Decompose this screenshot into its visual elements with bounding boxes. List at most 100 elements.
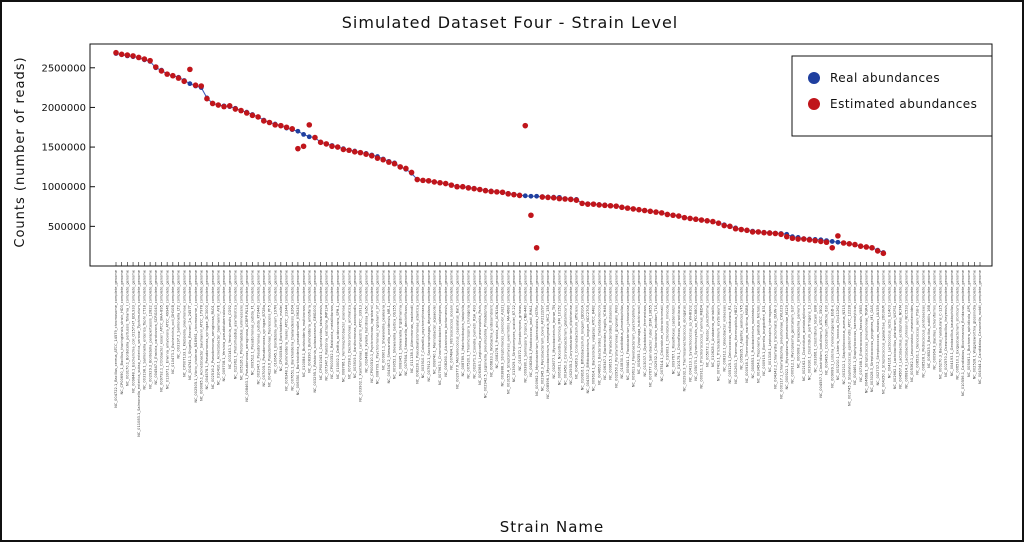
estimated-abundance-point — [732, 225, 739, 232]
estimated-abundance-point — [664, 211, 671, 218]
estimated-abundance-point — [823, 239, 830, 246]
estimated-abundance-point — [533, 244, 540, 251]
estimated-abundance-point — [528, 212, 534, 219]
x-category-label: NC_004116.1_Lactococcus_lactis_IL1403_co… — [887, 269, 891, 378]
x-category-label: NC_000962.3_Mycobacterium_tuberculosis_H… — [535, 269, 539, 396]
real-abundance-point — [522, 193, 528, 199]
legend: Real abundances Estimated abundances — [791, 55, 993, 137]
x-category-label: NC_003910.7_Colwellia_psychrerythraea_co… — [421, 269, 425, 378]
estimated-abundance-point — [124, 52, 131, 58]
x-category-label: NC_009767.1_Roseiflexus_castenholzii_com… — [671, 269, 675, 374]
plot-area — [89, 43, 993, 267]
estimated-abundance-point — [840, 240, 847, 246]
x-category-label: NC_007168.1_Enterococcus_faecalis_V583_c… — [859, 269, 863, 381]
x-category-label: NC_003919.1_Xanthomonas_axonopodis_compl… — [353, 269, 357, 378]
x-category-label: NC_002929.2_Bordetella_parapertussis_128… — [148, 269, 152, 389]
estimated-abundance-point — [175, 75, 182, 81]
x-category-label: NC_003197.2_Salmonella_LT2_complete_geno… — [177, 269, 181, 358]
x-category-label: NC_008596.1_Mycobacterium_smegmatis_MC2_… — [546, 269, 550, 399]
estimated-abundance-point — [420, 177, 426, 184]
x-category-label: NC_000117.1_Chlamydophila_pneumoniae_CWL… — [779, 269, 783, 399]
x-category-label: NC_004547.2_Erwinia_carotovora_SCRI1043_… — [154, 269, 158, 384]
y-tick-label: 2000000 — [41, 103, 86, 114]
estimated-abundance-point — [334, 144, 341, 150]
real-abundances-line — [115, 53, 884, 253]
x-category-label: NC_000964.3_Bacillus_licheniformis_compl… — [933, 269, 937, 369]
estimated-abundance-point — [448, 182, 455, 188]
x-category-label: NC_007484.1_Nitrosococcus_oceani_complet… — [450, 269, 454, 369]
real-abundance-point — [528, 193, 534, 199]
estimated-abundance-point — [516, 192, 523, 199]
estimated-abundance-point — [357, 149, 364, 156]
real-abundance-point — [835, 239, 841, 245]
estimated-abundance-point — [653, 209, 659, 215]
x-category-label: NC_005070.1_Synechocystis_sp_PCC6803_com… — [694, 269, 698, 380]
real-abundances-points — [113, 51, 886, 255]
x-category-label: NC_005061.1_Buchnera_aphidicola_APS_comp… — [967, 269, 971, 377]
x-category-label: NC_002745.2_Staphylococcus_epidermidis_A… — [847, 269, 851, 406]
estimated-abundance-point — [243, 110, 250, 116]
x-category-label: NC_006348.1_Burkholderia_mallei_ATCC_233… — [285, 269, 289, 391]
x-category-label: NC_006347.1_Bacteroides_fragilis_YCH46_c… — [603, 269, 607, 379]
x-category-label: NC_000911.1_Prochlorococcus_marinus_MED4… — [700, 269, 704, 388]
real-abundance-point — [187, 81, 193, 87]
x-category-label: NC_008528.1_Pediococcus_pentosaceus_comp… — [921, 269, 925, 377]
x-category-label: NC_003888.3_Streptomyces_coelicolor_A3(2… — [501, 269, 505, 386]
estimated-abundance-point — [118, 51, 125, 58]
x-category-label: NC_004350.2_Streptococcus_agalactiae_260… — [882, 269, 886, 394]
x-category-label: NC_007514.1_Chlorobium_chlorochromatii_c… — [660, 269, 664, 381]
x-category-label: NC_004307.2_Bifidobacterium_longum_NCC27… — [586, 269, 590, 393]
x-category-label: NC_003450.3_Corynebacterium_glutamicum_c… — [563, 269, 567, 385]
estimated-abundance-point — [749, 229, 756, 235]
x-category-label: NC_010175.1_Chloroflexus_aurantiacus_com… — [677, 269, 681, 376]
y-tick-label: 1000000 — [41, 182, 86, 193]
estimated-abundance-point — [602, 202, 608, 209]
estimated-abundance-point — [619, 204, 625, 211]
estimated-abundance-point — [368, 152, 375, 159]
x-category-label: NC_001318.1_Leptospira_interrogans_compl… — [768, 269, 772, 372]
estimated-abundance-point — [346, 147, 352, 154]
x-category-label: NC_003030.1_Clostridium_perfringens_13_c… — [808, 269, 812, 380]
x-category-label: NC_002570.2_Oceanobacillus_iheyensis_com… — [944, 269, 948, 377]
estimated-abundance-point — [698, 217, 705, 223]
x-category-label: NC_008345.1_Shewanella_frigidimarina_com… — [398, 269, 402, 376]
estimated-abundance-point — [380, 156, 386, 163]
x-category-label: NC_009848.1_Escherichia_coli_O157:H7_EDL… — [131, 269, 135, 393]
estimated-abundance-point — [880, 250, 887, 257]
estimated-abundance-point — [505, 191, 512, 197]
estimated-abundance-point — [215, 102, 222, 108]
x-category-label: NC_005126.1_Photorhabdus_luminescens_com… — [239, 269, 243, 380]
x-category-label: NC_007963.1_Chromohalobacter_salexigens_… — [438, 269, 442, 385]
estimated-abundance-point — [135, 54, 142, 61]
estimated-abundance-point — [590, 201, 597, 207]
legend-estimated-label: Estimated abundances — [830, 97, 977, 111]
estimated-abundance-point — [278, 122, 284, 129]
x-category-label: NC_004722.1_Bacillus_cereus_ATCC_14579_c… — [114, 269, 118, 408]
x-category-label: NC_006510.1_Exiguobacterium_sibiricum_co… — [955, 269, 959, 379]
estimated-abundance-point — [607, 202, 614, 209]
x-category-label: NC_013929.1_Streptomyces_scabiei_87.22_c… — [512, 269, 516, 382]
estimated-abundance-point — [260, 118, 267, 124]
estimated-abundance-point — [374, 155, 381, 161]
estimated-abundance-point — [147, 57, 153, 64]
estimated-abundance-point — [795, 236, 801, 242]
x-category-label: NC_007954.1_Shewanella_denitrificans_com… — [404, 269, 408, 375]
x-category-label: NC_002162.1_Clostridium_acetobutylicum_c… — [802, 269, 806, 381]
estimated-abundance-point — [266, 119, 273, 126]
estimated-abundance-point — [744, 227, 750, 234]
estimated-abundance-point — [800, 236, 807, 242]
x-category-label: NC_004741.1_Shigella_flexneri_2a_2457T_c… — [188, 269, 192, 380]
x-category-label: NC_003454.1_Treponema_pallidum_Nichols_c… — [757, 269, 761, 383]
estimated-abundance-point — [386, 159, 392, 165]
x-category-label: NC_008463.1_Pseudomonas_aeruginosa_UCBPP… — [245, 269, 249, 402]
x-category-label: NC_000912.1_Mycoplasma_genitalium_G37_co… — [791, 269, 795, 383]
estimated-abundance-point — [192, 82, 199, 89]
legend-estimated-marker — [808, 98, 820, 110]
estimated-abundance-point — [209, 100, 216, 107]
x-category-label: NC_006361.1_Nocardia_farcinica_IFM_10152… — [558, 269, 562, 385]
x-category-label: NC_CP001043.1_Cupriavidus_taiwanensis_co… — [319, 269, 323, 380]
x-category-label: NC_007912.1_Saccharophagus_degradans_com… — [427, 269, 431, 381]
estimated-abundance-point — [113, 49, 119, 56]
estimated-abundance-point — [488, 188, 494, 195]
